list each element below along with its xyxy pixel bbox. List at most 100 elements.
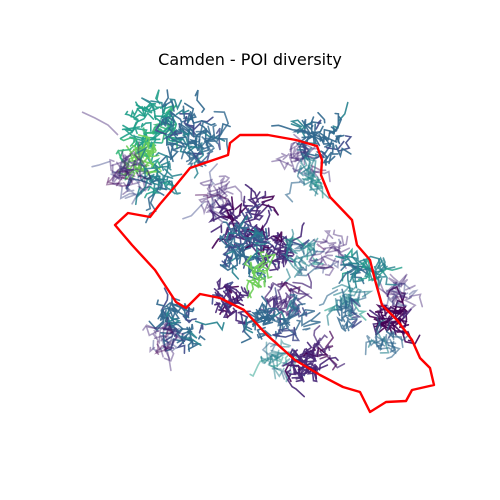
street-segment <box>343 321 350 332</box>
street-segment <box>319 334 328 342</box>
street-segment <box>311 368 318 383</box>
street-segment <box>303 178 321 187</box>
street-segment <box>323 255 340 263</box>
street-segment <box>267 204 273 212</box>
street-segment <box>154 123 167 135</box>
street-segment <box>295 319 302 331</box>
street-segment <box>121 160 129 175</box>
street-segment <box>164 110 177 128</box>
street-segment <box>303 320 321 328</box>
street-segment <box>391 294 402 304</box>
street-segment <box>153 333 168 342</box>
street-segment <box>261 195 276 203</box>
street-segment <box>293 285 313 299</box>
street-segment <box>282 153 290 161</box>
street-segment <box>138 163 148 175</box>
street-segment <box>290 157 300 163</box>
street-segment <box>165 316 181 327</box>
street-segment <box>288 286 301 293</box>
street-segment <box>151 126 156 134</box>
street-segment <box>299 157 316 177</box>
street-segment <box>219 237 231 249</box>
street-segment <box>289 141 299 151</box>
street-segment <box>214 301 224 313</box>
street-segment <box>273 326 297 338</box>
street-segment <box>149 346 156 354</box>
street-segment <box>195 121 205 150</box>
street-segment <box>286 368 297 376</box>
street-segment <box>299 142 309 150</box>
street-segment <box>396 282 409 297</box>
street-segment <box>304 174 313 191</box>
street-segment <box>329 246 339 252</box>
street-segment <box>324 264 335 277</box>
street-segment <box>183 115 202 130</box>
street-segment <box>118 176 133 184</box>
street-segment <box>182 335 195 352</box>
street-segment <box>118 154 132 176</box>
street-segment <box>319 355 338 371</box>
street-segment <box>332 115 343 135</box>
street-segment <box>315 258 324 269</box>
street-segment <box>313 325 321 345</box>
street-segment <box>261 203 280 216</box>
street-segment <box>337 135 353 152</box>
street-segment <box>277 281 291 292</box>
street-segment <box>242 187 257 215</box>
street-segment <box>148 320 165 332</box>
street-segment <box>164 326 180 333</box>
street-segment <box>193 130 209 144</box>
street-segment <box>175 338 187 354</box>
street-segment <box>154 342 172 355</box>
street-segment <box>380 304 387 321</box>
street-segment <box>214 175 231 186</box>
street-segment <box>164 336 178 360</box>
street-segment <box>175 122 183 134</box>
street-segment <box>374 256 388 273</box>
street-segment <box>110 165 123 181</box>
street-segment <box>285 250 303 275</box>
street-segment <box>318 133 332 148</box>
street-segment <box>152 329 161 345</box>
street-segment <box>130 109 135 118</box>
street-segment <box>213 110 230 142</box>
street-segment <box>389 338 397 353</box>
street-segment <box>122 182 130 195</box>
street-segment <box>292 152 306 162</box>
street-segment <box>297 256 304 269</box>
street-segment <box>200 200 210 216</box>
street-segment <box>306 345 330 358</box>
street-segment <box>312 128 334 147</box>
street-segment <box>232 289 245 300</box>
street-segment <box>277 289 283 303</box>
street-segment <box>198 334 206 341</box>
street-segment <box>312 179 324 199</box>
street-segment <box>128 157 137 172</box>
street-segment <box>127 177 136 187</box>
street-segment <box>320 254 328 266</box>
street-segment <box>111 170 131 183</box>
street-segment <box>223 185 247 204</box>
street-segment <box>184 102 195 124</box>
street-segment <box>122 155 141 165</box>
street-segment <box>400 275 409 287</box>
street-segment <box>405 284 416 291</box>
street-segment <box>290 141 303 163</box>
street-segment <box>386 285 404 299</box>
street-segment <box>274 248 281 261</box>
street-segment <box>225 232 238 240</box>
street-segment <box>134 150 137 161</box>
street-segment <box>156 299 165 307</box>
street-segment <box>145 191 157 211</box>
street-segment <box>112 182 123 188</box>
street-segment <box>125 168 142 181</box>
street-segment <box>233 220 244 235</box>
street-segment <box>391 336 404 349</box>
street-segment <box>208 163 218 186</box>
street-segment <box>185 151 198 163</box>
street-segment <box>288 287 296 300</box>
street-segment <box>283 238 294 250</box>
street-segment <box>272 327 288 337</box>
street-segment <box>133 160 149 178</box>
